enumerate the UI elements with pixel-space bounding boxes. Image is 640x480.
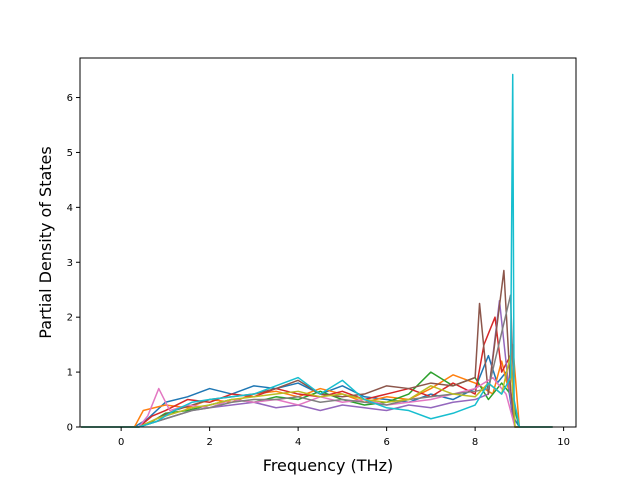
- x-axis-ticks: 0 2 4 6 8 10: [118, 427, 570, 448]
- series-layer: [81, 73, 553, 428]
- y-tick-label: 3: [67, 258, 73, 269]
- series-line-1: [81, 354, 553, 428]
- x-tick-label: 8: [472, 437, 478, 448]
- x-axis-label: Frequency (THz): [263, 456, 393, 475]
- y-tick-label: 6: [67, 93, 73, 104]
- x-tick-label: 0: [118, 437, 124, 448]
- x-tick-label: 6: [383, 437, 389, 448]
- x-tick-label: 2: [206, 437, 212, 448]
- x-tick-label: 10: [557, 437, 570, 448]
- y-tick-label: 5: [67, 148, 73, 159]
- plot-frame: [79, 57, 577, 428]
- y-tick-label: 4: [67, 203, 73, 214]
- series-line-10: [81, 73, 553, 428]
- y-axis-label: Partial Density of States: [36, 146, 55, 338]
- y-tick-label: 2: [67, 313, 73, 324]
- y-axis-ticks: 0 1 2 3 4 5 6: [67, 93, 80, 434]
- x-tick-label: 4: [295, 437, 301, 448]
- y-tick-label: 1: [67, 368, 73, 379]
- y-tick-label: 0: [67, 423, 73, 434]
